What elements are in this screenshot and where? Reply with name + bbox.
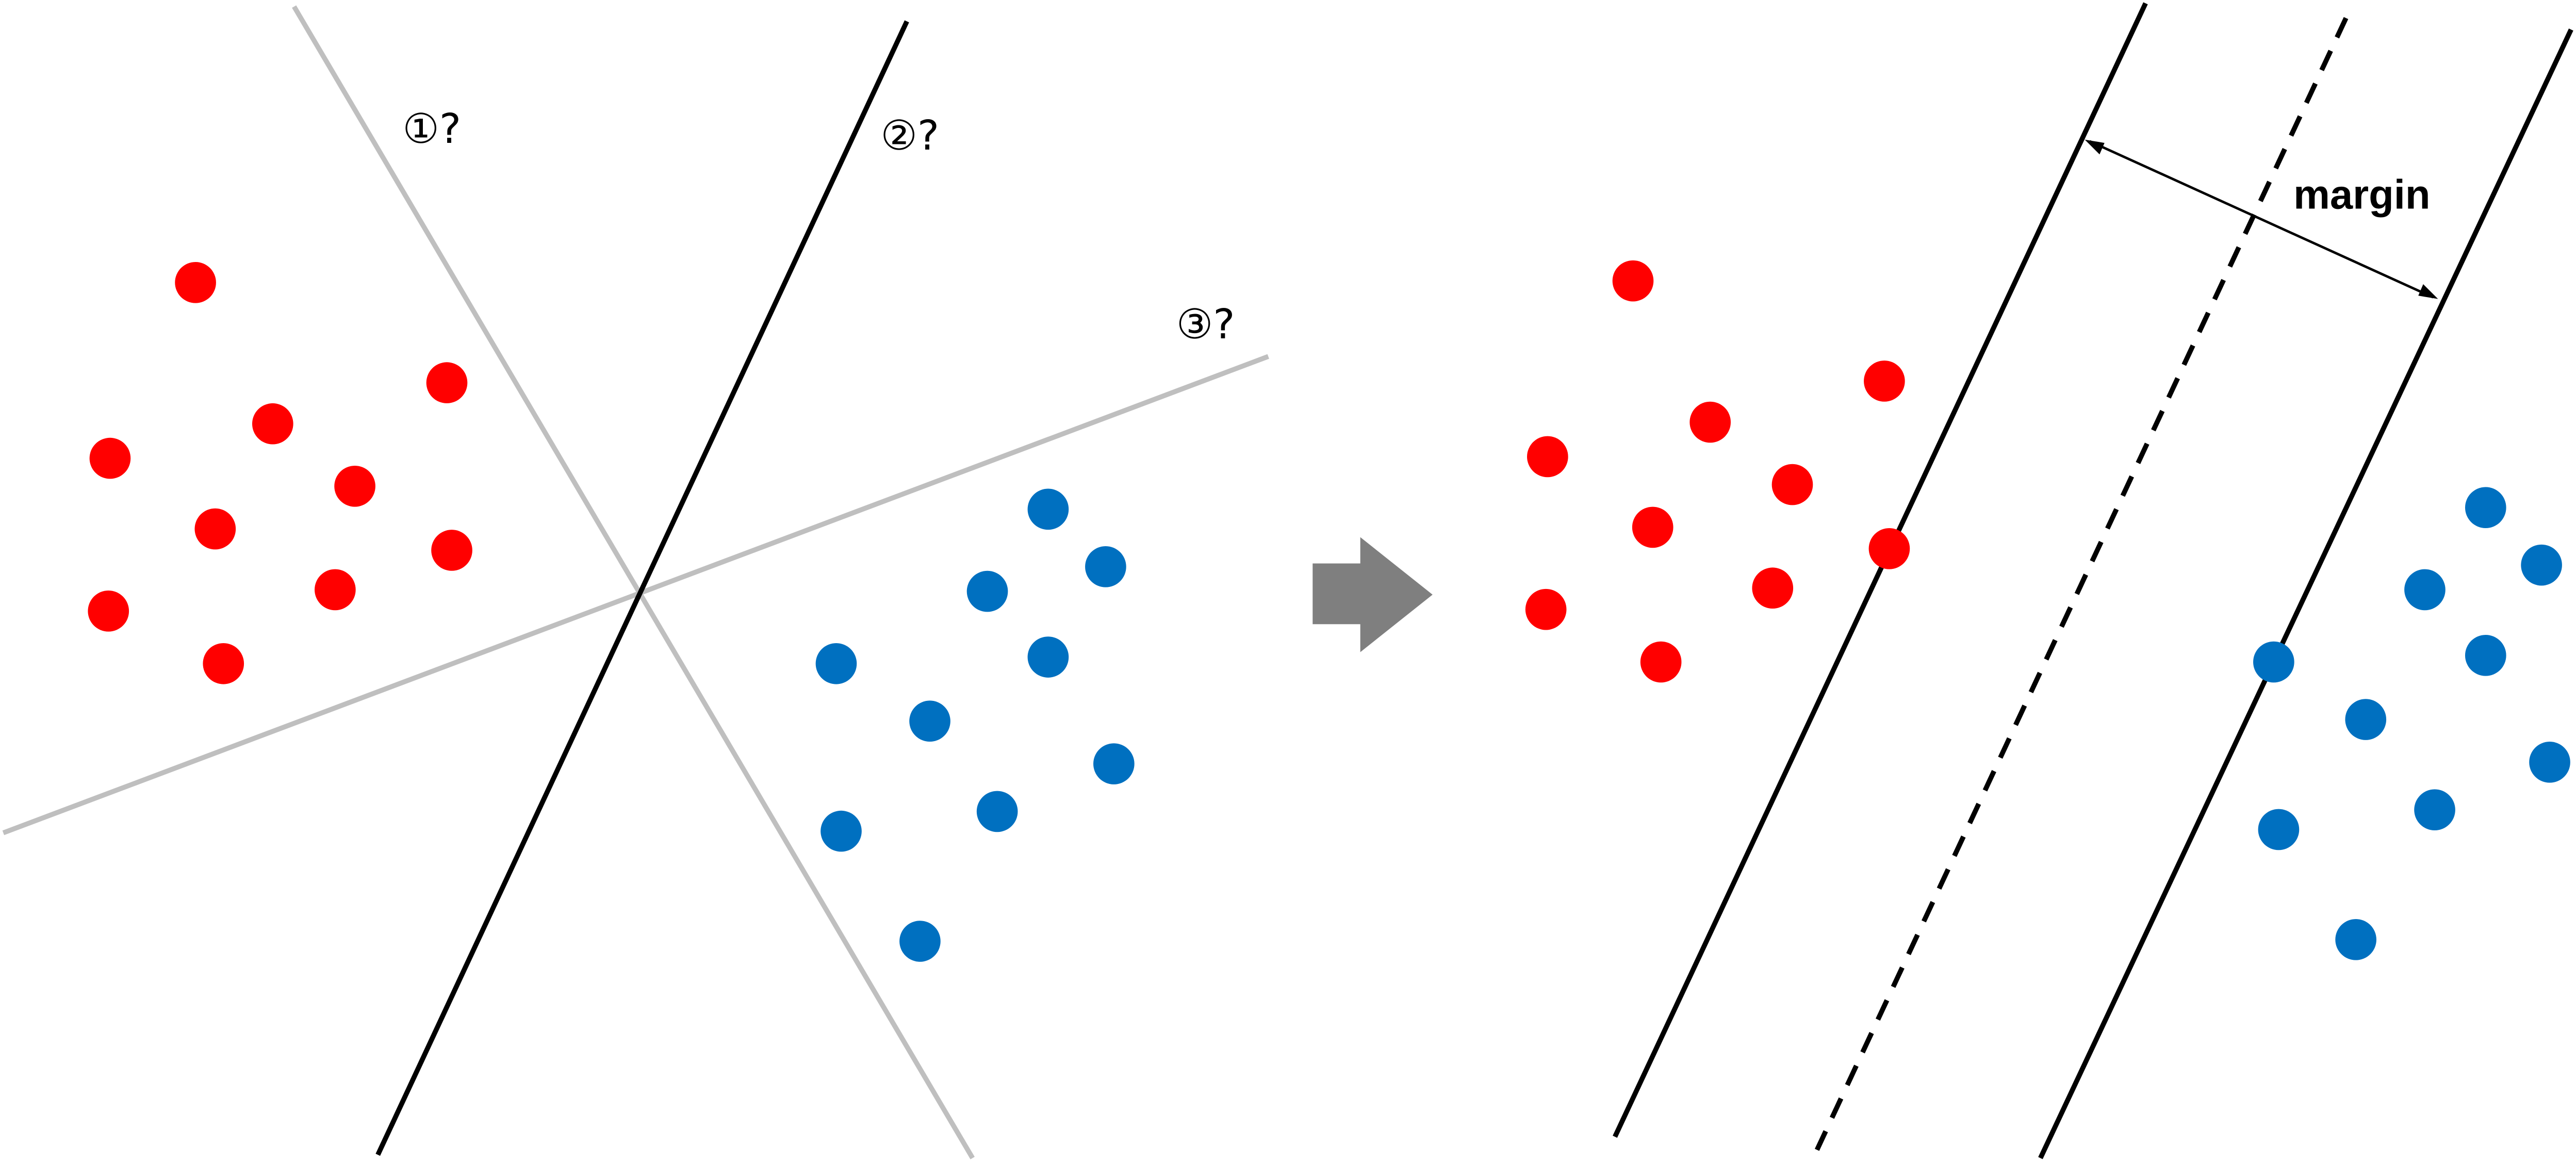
blue-point bbox=[2414, 789, 2455, 831]
red-point bbox=[1864, 361, 1905, 402]
blue-point bbox=[2253, 641, 2294, 683]
left-red-points bbox=[88, 262, 472, 684]
red-point bbox=[1632, 506, 1673, 548]
red-point bbox=[1612, 260, 1654, 302]
red-point bbox=[1752, 567, 1794, 609]
red-point bbox=[252, 403, 293, 445]
red-point bbox=[1868, 528, 1910, 569]
red-point bbox=[1689, 401, 1731, 443]
line-label-3: ③? bbox=[1176, 300, 1235, 348]
blue-point bbox=[2404, 569, 2446, 611]
left-panel: ①? ②? ③? bbox=[2, 5, 1269, 1159]
right-blue-points bbox=[2253, 487, 2570, 960]
red-point bbox=[203, 643, 244, 684]
red-point bbox=[426, 362, 468, 403]
decision-boundary bbox=[1814, 17, 2349, 1151]
blue-point bbox=[899, 921, 941, 962]
red-point bbox=[1771, 464, 1813, 505]
margin-boundary-right bbox=[2038, 28, 2573, 1159]
red-point bbox=[88, 591, 129, 632]
blue-point bbox=[1027, 488, 1069, 530]
arrowhead-left-icon bbox=[2085, 139, 2105, 155]
blue-point bbox=[1093, 743, 1135, 784]
margin-label: margin bbox=[2293, 172, 2430, 218]
red-point bbox=[89, 437, 131, 479]
blue-point bbox=[2258, 809, 2300, 850]
margin-double-arrow bbox=[2085, 139, 2438, 299]
blue-point bbox=[2345, 699, 2387, 740]
blue-point bbox=[976, 791, 1018, 832]
red-point bbox=[431, 530, 472, 571]
left-blue-points bbox=[815, 488, 1135, 962]
candidate-line-1 bbox=[292, 5, 975, 1159]
line-label-1: ①? bbox=[402, 105, 461, 153]
red-point bbox=[1525, 588, 1567, 630]
blue-point bbox=[2529, 742, 2570, 783]
blue-point bbox=[909, 700, 950, 742]
blue-point bbox=[2335, 919, 2376, 960]
right-arrow-icon bbox=[1312, 537, 1433, 652]
arrowhead-right-icon bbox=[2418, 284, 2438, 299]
red-point bbox=[1527, 436, 1568, 478]
margin-boundary-left bbox=[1613, 2, 2148, 1138]
blue-point bbox=[815, 643, 857, 684]
candidate-line-2 bbox=[375, 20, 909, 1156]
blue-point bbox=[1085, 546, 1126, 587]
red-point bbox=[315, 569, 356, 611]
line-label-2: ②? bbox=[880, 111, 939, 159]
blue-point bbox=[1027, 636, 1069, 678]
blue-point bbox=[2465, 487, 2506, 528]
right-red-points bbox=[1525, 260, 1910, 683]
red-point bbox=[175, 262, 216, 303]
red-point bbox=[334, 465, 375, 507]
blue-point bbox=[821, 810, 862, 852]
blue-point bbox=[2465, 635, 2506, 676]
blue-point bbox=[966, 570, 1008, 612]
blue-point bbox=[2521, 544, 2562, 586]
red-point bbox=[194, 508, 236, 550]
right-panel: margin bbox=[1525, 2, 2573, 1159]
red-point bbox=[1640, 641, 1682, 683]
candidate-line-3 bbox=[2, 354, 1269, 836]
